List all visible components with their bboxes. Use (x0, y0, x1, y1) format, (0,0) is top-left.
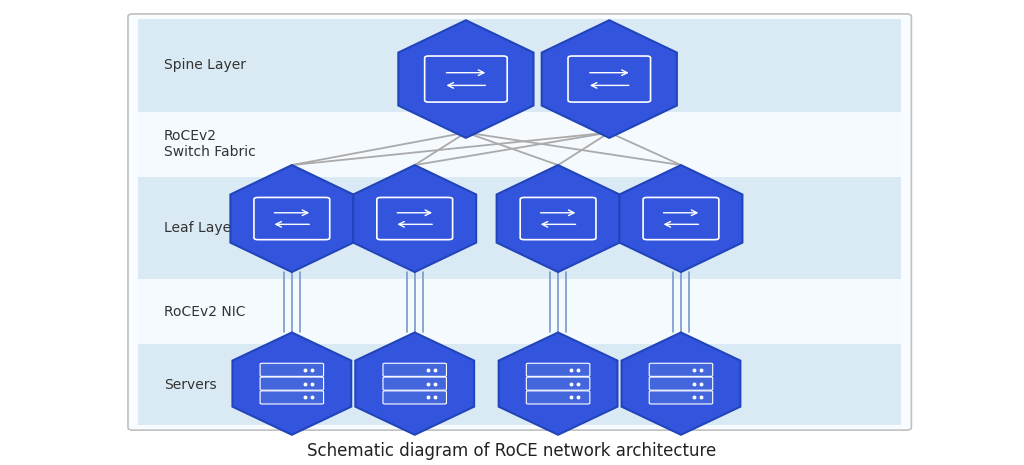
FancyBboxPatch shape (128, 14, 911, 430)
FancyBboxPatch shape (260, 377, 324, 390)
Polygon shape (497, 165, 620, 272)
Polygon shape (232, 332, 351, 435)
FancyBboxPatch shape (260, 391, 324, 404)
FancyBboxPatch shape (526, 363, 590, 376)
FancyBboxPatch shape (138, 19, 901, 112)
Text: RoCEv2
Switch Fabric: RoCEv2 Switch Fabric (164, 129, 256, 159)
FancyBboxPatch shape (138, 344, 901, 425)
FancyBboxPatch shape (526, 377, 590, 390)
Polygon shape (542, 20, 677, 138)
Polygon shape (355, 332, 474, 435)
Text: Schematic diagram of RoCE network architecture: Schematic diagram of RoCE network archit… (307, 442, 717, 460)
Text: Spine Layer: Spine Layer (164, 58, 246, 72)
FancyBboxPatch shape (383, 391, 446, 404)
FancyBboxPatch shape (649, 377, 713, 390)
Polygon shape (353, 165, 476, 272)
Polygon shape (499, 332, 617, 435)
FancyBboxPatch shape (383, 363, 446, 376)
FancyBboxPatch shape (260, 363, 324, 376)
FancyBboxPatch shape (138, 279, 901, 344)
Text: Leaf Layer: Leaf Layer (164, 221, 237, 235)
Polygon shape (398, 20, 534, 138)
FancyBboxPatch shape (138, 112, 901, 177)
Polygon shape (620, 165, 742, 272)
Text: Servers: Servers (164, 378, 216, 392)
FancyBboxPatch shape (649, 391, 713, 404)
FancyBboxPatch shape (526, 391, 590, 404)
FancyBboxPatch shape (138, 177, 901, 279)
FancyBboxPatch shape (649, 363, 713, 376)
Text: RoCEv2 NIC: RoCEv2 NIC (164, 305, 246, 319)
Polygon shape (230, 165, 353, 272)
Polygon shape (622, 332, 740, 435)
FancyBboxPatch shape (383, 377, 446, 390)
